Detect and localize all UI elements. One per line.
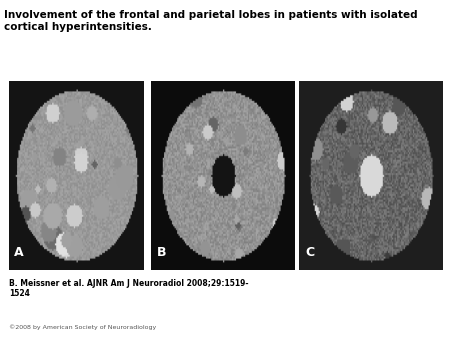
Text: Involvement of the frontal and parietal lobes in patients with isolated cortical: Involvement of the frontal and parietal …	[4, 10, 418, 32]
Text: A: A	[14, 246, 24, 259]
Text: AJNR: AJNR	[328, 281, 382, 300]
Text: ©2008 by American Society of Neuroradiology: ©2008 by American Society of Neuroradiol…	[9, 324, 156, 330]
Text: AMERICAN JOURNAL OF NEURORADIOLOGY: AMERICAN JOURNAL OF NEURORADIOLOGY	[303, 308, 408, 313]
Text: B: B	[157, 246, 166, 259]
Text: C: C	[305, 246, 314, 259]
Text: B. Meissner et al. AJNR Am J Neuroradiol 2008;29:1519-
1524: B. Meissner et al. AJNR Am J Neuroradiol…	[9, 279, 248, 298]
